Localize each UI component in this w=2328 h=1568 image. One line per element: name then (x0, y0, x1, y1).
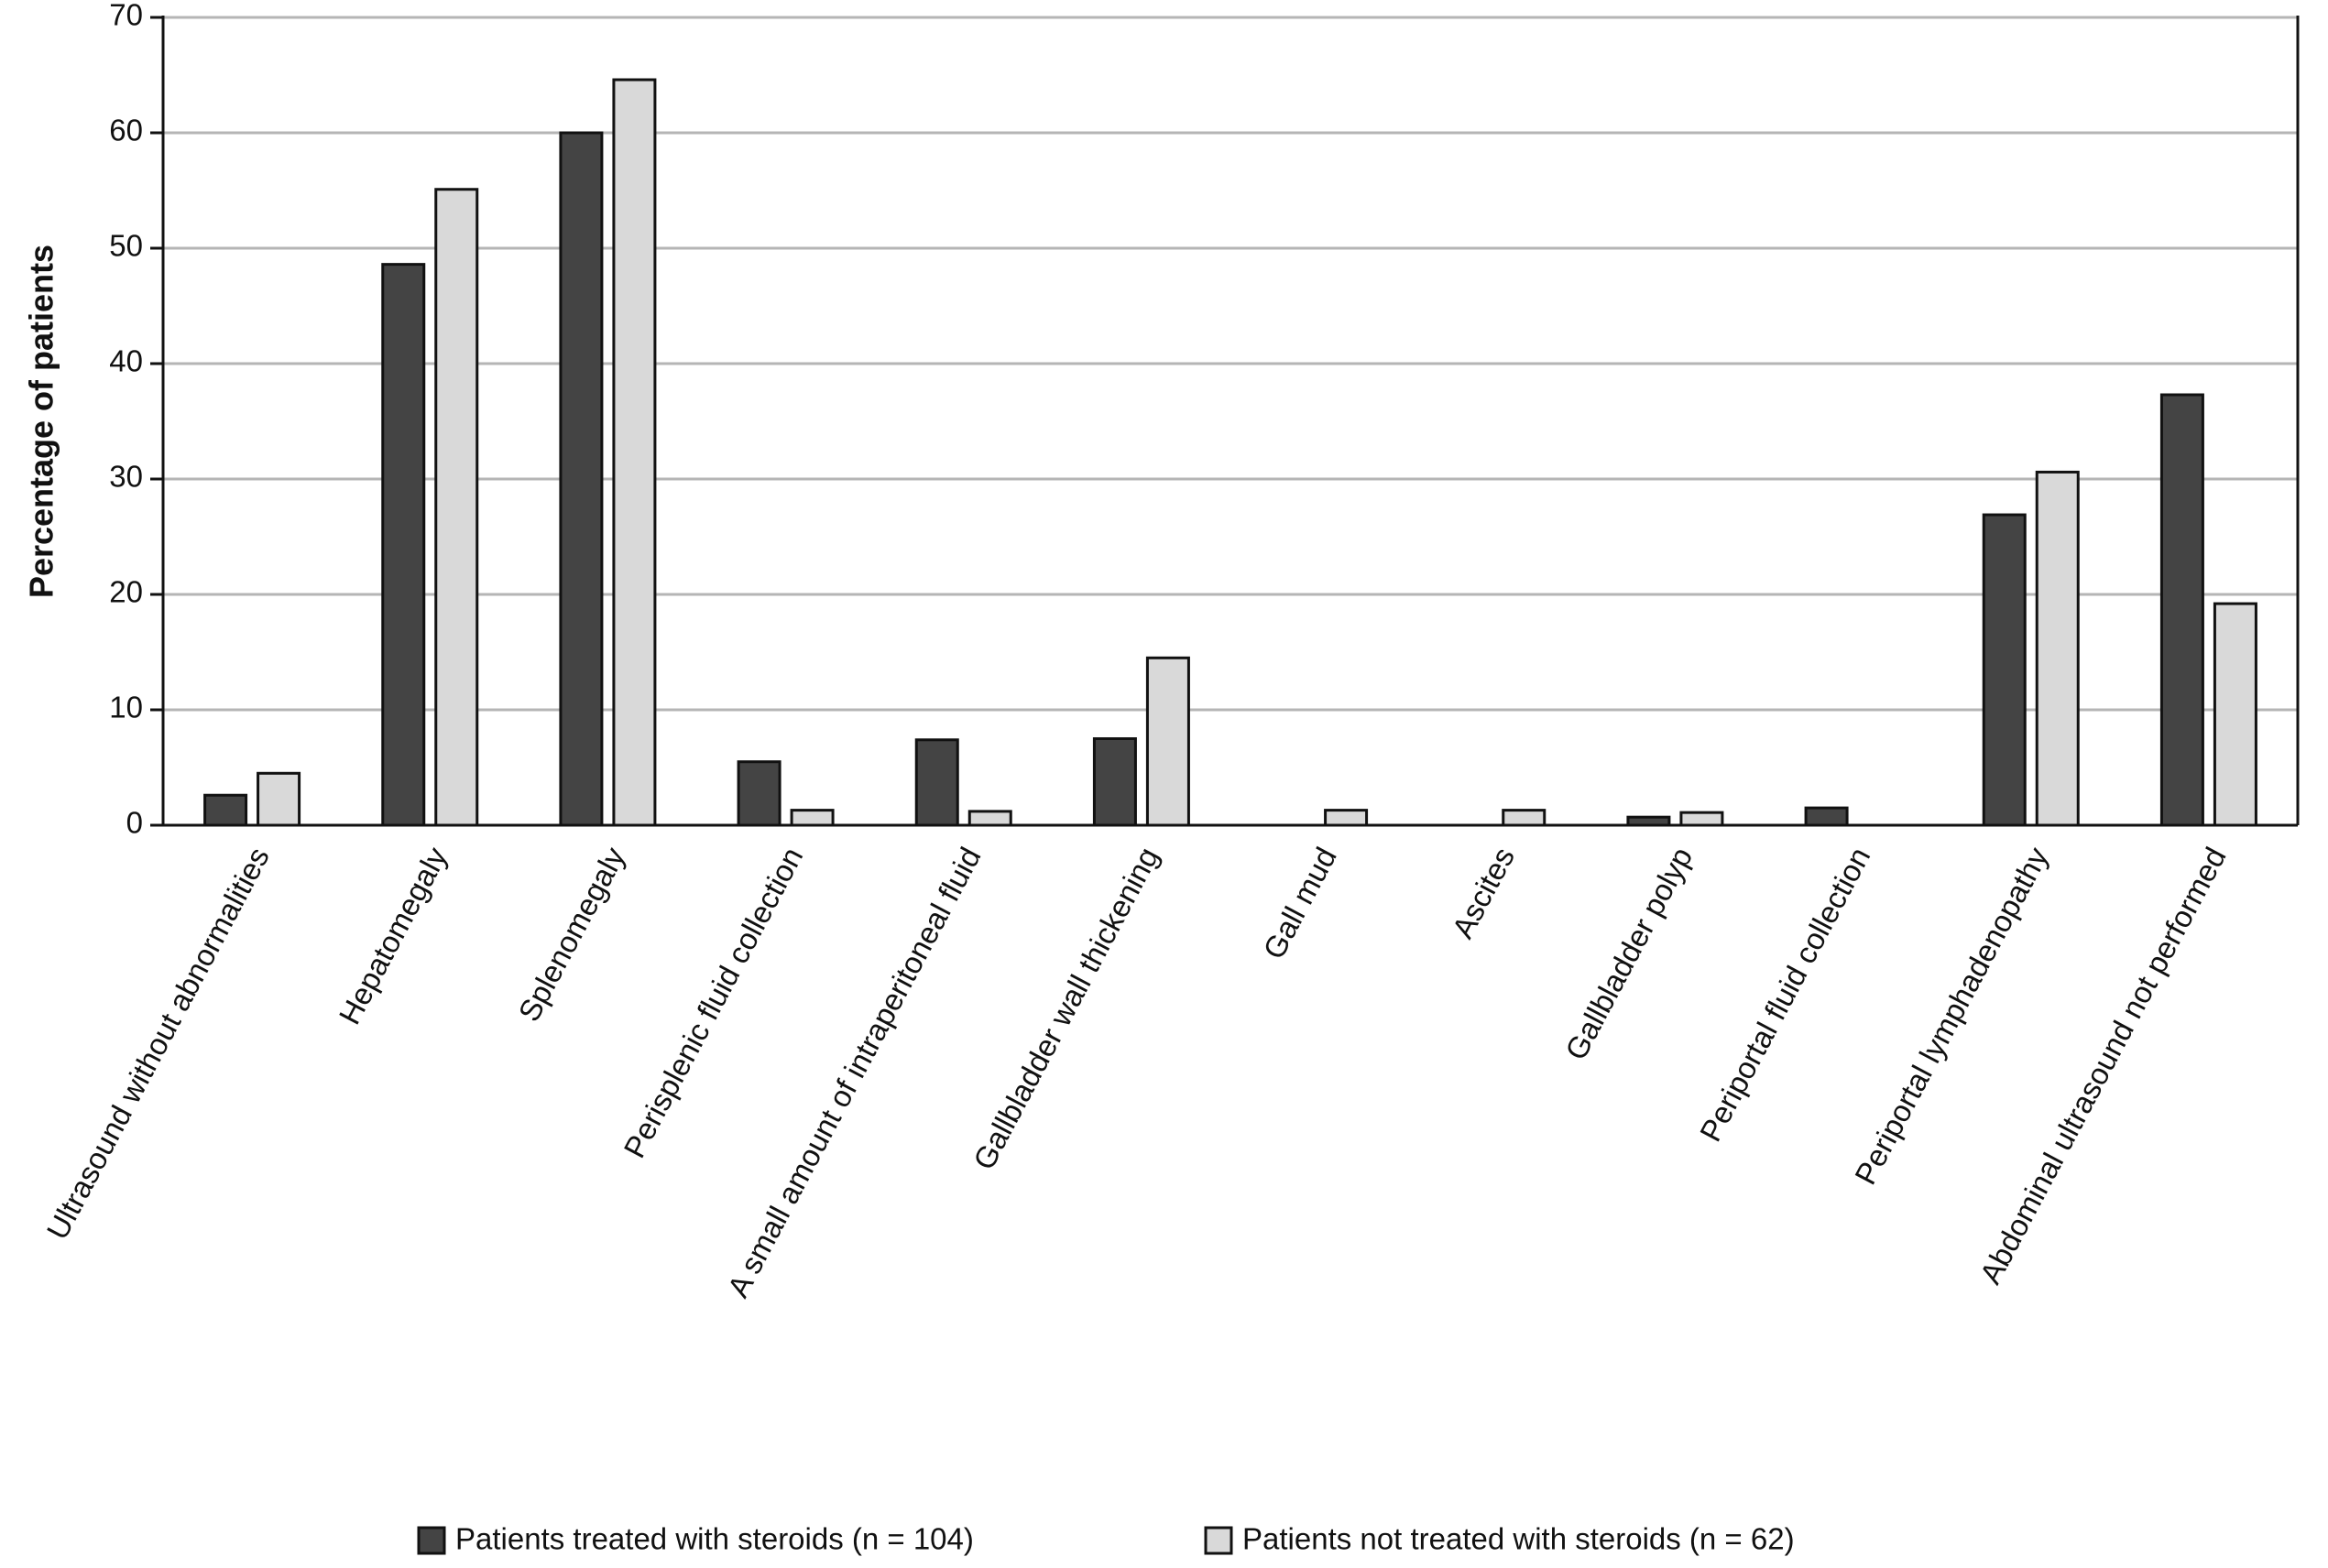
bar (381, 263, 426, 827)
x-tick-label: Splenomegaly (511, 842, 631, 1027)
x-tick-label: Ultrasound without abnormalities (40, 842, 276, 1245)
bar (1324, 809, 1369, 827)
bar (2159, 393, 2204, 827)
bar (1092, 737, 1137, 827)
bar (790, 809, 835, 827)
y-tick-label: 30 (109, 460, 143, 494)
bar (612, 78, 657, 827)
y-tick-label: 0 (126, 806, 143, 840)
bar (1145, 656, 1190, 827)
bar (1804, 806, 1849, 827)
x-tick-label: Perisplenic fluid collection (617, 842, 809, 1163)
bar (1679, 811, 1724, 827)
x-tick-label: Periportal fluid collection (1693, 842, 1877, 1147)
x-tick-label: Gallbladder polyp (1558, 842, 1699, 1065)
bar (914, 738, 959, 827)
legend-swatch (1204, 1526, 1233, 1555)
bar (2213, 602, 2257, 827)
bar (1502, 809, 1547, 827)
bar (559, 131, 604, 827)
y-axis-label: Percentage of patients (23, 245, 60, 598)
bar (967, 810, 1012, 827)
y-tick-label: 40 (109, 344, 143, 378)
y-tick-label: 50 (109, 229, 143, 263)
x-tick-label: Gall mud (1256, 842, 1343, 964)
y-tick-label: 60 (109, 114, 143, 147)
legend-swatch (417, 1526, 446, 1555)
x-tick-label: Ascites (1446, 842, 1522, 943)
bar (434, 188, 479, 827)
y-tick-label: 70 (109, 0, 143, 32)
x-tick-label: Gallbladder wall thickening (967, 842, 1165, 1175)
x-tick-label: Hepatomegaly (333, 842, 454, 1030)
y-tick-label: 10 (109, 691, 143, 724)
bar (203, 793, 248, 827)
y-tick-label: 20 (109, 575, 143, 609)
bar (2035, 470, 2080, 827)
legend-label: Patients treated with steroids (n = 104) (455, 1522, 974, 1556)
x-tick-label: Periportal lymphadenopathy (1848, 842, 2055, 1191)
bar (1982, 513, 2027, 827)
bar (737, 760, 781, 827)
bar (257, 771, 301, 827)
legend-label: Patients not treated with steroids (n = … (1242, 1522, 1795, 1556)
